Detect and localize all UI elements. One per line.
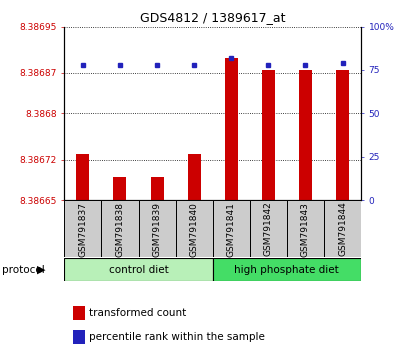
Bar bbox=[250, 200, 287, 257]
Bar bbox=[176, 200, 213, 257]
Bar bbox=[188, 154, 200, 200]
Text: GSM791842: GSM791842 bbox=[264, 202, 273, 256]
Title: GDS4812 / 1389617_at: GDS4812 / 1389617_at bbox=[140, 11, 286, 24]
Bar bbox=[336, 70, 349, 200]
Text: GSM791839: GSM791839 bbox=[153, 202, 161, 257]
Bar bbox=[151, 177, 164, 200]
Text: control diet: control diet bbox=[109, 265, 168, 275]
Bar bbox=[113, 177, 127, 200]
Text: high phosphate diet: high phosphate diet bbox=[234, 265, 339, 275]
Bar bbox=[213, 258, 361, 281]
Text: transformed count: transformed count bbox=[89, 308, 186, 318]
Text: GSM791843: GSM791843 bbox=[301, 202, 310, 257]
Bar bbox=[76, 154, 89, 200]
Bar bbox=[64, 200, 101, 257]
Bar bbox=[262, 70, 275, 200]
Bar bbox=[64, 258, 213, 281]
Bar bbox=[324, 200, 361, 257]
Bar bbox=[213, 200, 250, 257]
Text: protocol: protocol bbox=[2, 265, 45, 275]
Text: GSM791844: GSM791844 bbox=[338, 202, 347, 256]
Text: percentile rank within the sample: percentile rank within the sample bbox=[89, 332, 265, 342]
Text: GSM791840: GSM791840 bbox=[190, 202, 199, 257]
Text: GSM791838: GSM791838 bbox=[115, 202, 124, 257]
Bar bbox=[101, 200, 139, 257]
Text: GSM791837: GSM791837 bbox=[78, 202, 88, 257]
Bar bbox=[139, 200, 176, 257]
Bar bbox=[287, 200, 324, 257]
Bar bbox=[225, 58, 238, 200]
Text: ▶: ▶ bbox=[37, 265, 46, 275]
Bar bbox=[299, 70, 312, 200]
Text: GSM791841: GSM791841 bbox=[227, 202, 236, 257]
